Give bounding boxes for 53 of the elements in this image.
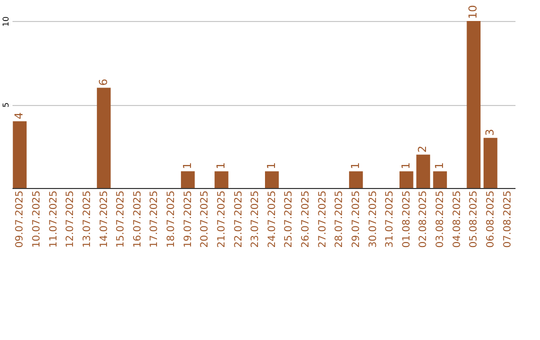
x-tick-label: 14.07.2025	[98, 190, 110, 248]
data-label: 1	[399, 162, 412, 170]
bar	[416, 154, 430, 188]
bar	[484, 138, 498, 188]
x-tick-label: 23.07.2025	[250, 190, 262, 248]
bar	[400, 171, 414, 188]
data-label: 2	[416, 146, 430, 153]
x-tick-label: 27.07.2025	[317, 190, 328, 248]
x-tick-label: 02.08.2025	[418, 190, 430, 248]
bar	[214, 171, 228, 188]
x-tick-label: 03.08.2025	[435, 190, 446, 248]
x-tick-label: 20.07.2025	[200, 190, 211, 248]
x-tick-label: 09.07.2025	[14, 190, 26, 248]
bar	[349, 171, 363, 188]
x-tick-label: 19.07.2025	[182, 190, 194, 248]
bar	[12, 121, 27, 188]
x-tick-label: 04.08.2025	[452, 190, 463, 248]
data-label: 1	[214, 162, 228, 170]
bar	[433, 171, 447, 188]
x-tick-label: 31.07.2025	[384, 190, 396, 248]
x-tick-label: 30.07.2025	[368, 190, 379, 248]
x-tick-label: 11.07.2025	[48, 190, 60, 248]
x-tick-label: 28.07.2025	[334, 190, 346, 248]
data-label: 6	[96, 78, 110, 86]
x-tick-label: 05.08.2025	[468, 190, 480, 248]
data-label: 3	[483, 128, 496, 136]
bar	[466, 21, 481, 188]
x-tick-label: 15.07.2025	[116, 190, 127, 248]
data-label: 10	[466, 5, 480, 19]
bar	[180, 171, 195, 188]
x-tick-label: 24.07.2025	[266, 190, 278, 248]
data-label: 1	[433, 162, 446, 170]
x-tick-label: 29.07.2025	[350, 190, 362, 248]
data-label: 4	[12, 112, 26, 120]
x-tick-label: 10.07.2025	[32, 190, 43, 248]
x-tick-label: 25.07.2025	[284, 190, 295, 248]
x-tick-label: 07.08.2025	[502, 190, 514, 248]
bar	[265, 171, 279, 188]
x-tick-label: 16.07.2025	[132, 190, 144, 248]
x-tick-label: 12.07.2025	[65, 190, 76, 248]
x-tick-label: 21.07.2025	[216, 190, 228, 248]
y-tick-label: 5	[2, 102, 10, 108]
x-tick-label: 17.07.2025	[149, 190, 160, 248]
data-label: 1	[348, 162, 362, 170]
bar	[96, 88, 111, 188]
x-tick-label: 06.08.2025	[485, 190, 496, 248]
x-tick-label: 22.07.2025	[233, 190, 244, 248]
data-label: 1	[180, 162, 194, 170]
x-tick-label: 13.07.2025	[82, 190, 93, 248]
x-tick-label: 01.08.2025	[401, 190, 412, 248]
data-label: 1	[264, 162, 278, 170]
x-tick-label: 18.07.2025	[166, 190, 178, 248]
x-tick-label: 26.07.2025	[300, 190, 312, 248]
